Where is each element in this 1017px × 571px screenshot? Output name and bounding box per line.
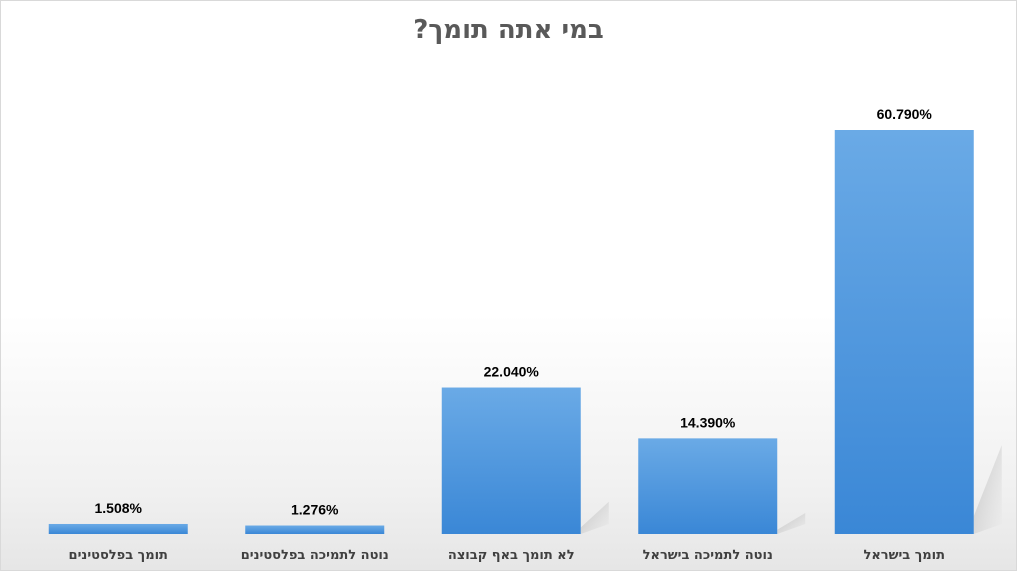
bar-shadow — [973, 445, 1002, 534]
bar — [834, 130, 974, 534]
bar-shadow — [580, 501, 609, 534]
category-label: תומך בישראל — [863, 548, 945, 563]
bar-value-label: 1.276% — [291, 502, 339, 518]
bar-value-label: 1.508% — [95, 500, 143, 516]
bar-value-label: 60.790% — [877, 106, 933, 122]
category-label: תומך בפלסטינים — [69, 548, 168, 563]
bar-shadow — [777, 512, 806, 534]
category-label: לא תומך באף קבוצה — [448, 548, 575, 563]
bar — [441, 387, 581, 534]
category-label: נוטה לתמיכה בישראל — [643, 548, 773, 563]
category-label: נוטה לתמיכה בפלסטינים — [241, 548, 389, 563]
bar — [245, 525, 385, 534]
bar — [638, 438, 778, 534]
chart-title: במי אתה תומך? — [413, 15, 604, 45]
bar — [48, 523, 188, 534]
bar-value-label: 22.040% — [484, 364, 540, 380]
bar-value-label: 14.390% — [680, 414, 736, 430]
